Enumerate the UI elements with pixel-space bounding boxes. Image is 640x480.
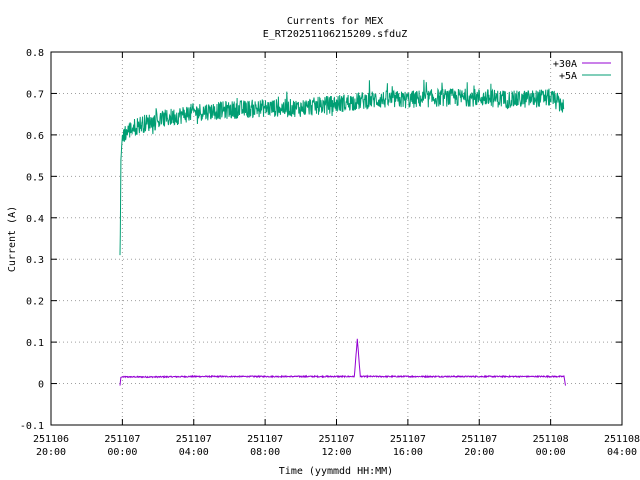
x-tick-label-date: 251107 [247, 434, 283, 445]
x-tick-label-time: 20:00 [464, 447, 494, 458]
y-tick-label: 0.8 [26, 48, 44, 59]
x-axis-label: Time (yymmdd HH:MM) [279, 466, 393, 477]
x-tick-label-time: 04:00 [607, 447, 637, 458]
legend: +30A+5A [553, 59, 611, 82]
x-tick-label-date: 251107 [318, 434, 354, 445]
x-tick-label-date: 251107 [176, 434, 212, 445]
legend-label: +30A [553, 59, 577, 70]
x-tick-label-time: 16:00 [393, 447, 423, 458]
y-tick-label: 0.5 [26, 172, 44, 183]
y-tick-label: 0.3 [26, 255, 44, 266]
x-tick-label-date: 251107 [461, 434, 497, 445]
legend-label: +5A [559, 71, 577, 82]
x-tick-label-time: 00:00 [107, 447, 137, 458]
x-tick-label-time: 12:00 [321, 447, 351, 458]
y-tick-label: -0.1 [20, 421, 44, 432]
series-line-plus30a [119, 338, 566, 386]
y-axis-ticks: -0.1 0 0.1 0.2 0.3 0.4 0.5 0.6 0.7 0.8 [20, 48, 622, 432]
x-tick-label-date: 251107 [104, 434, 140, 445]
x-tick-label-date: 251107 [390, 434, 426, 445]
x-tick-label-date: 251106 [33, 434, 69, 445]
y-axis-label: Current (A) [7, 206, 18, 272]
y-tick-label: 0.6 [26, 131, 44, 142]
series-line-plus5a [119, 79, 565, 256]
x-tick-label-time: 04:00 [179, 447, 209, 458]
y-tick-label: 0.1 [26, 338, 44, 349]
chart-subtitle: E_RT20251106215209.sfduZ [263, 29, 408, 40]
chart-title: Currents for MEX [287, 16, 383, 27]
x-tick-label-time: 20:00 [36, 447, 66, 458]
y-tick-label: 0.4 [26, 214, 44, 225]
x-tick-label-time: 00:00 [536, 447, 566, 458]
series-layer [119, 79, 566, 386]
y-tick-label: 0.2 [26, 297, 44, 308]
x-tick-label-date: 251108 [604, 434, 640, 445]
x-tick-label-date: 251108 [533, 434, 569, 445]
y-tick-label: 0.7 [26, 89, 44, 100]
x-tick-label-time: 08:00 [250, 447, 280, 458]
x-axis-ticks: 251106 20:00 251107 00:00 251107 04:00 251107 0… [33, 52, 640, 458]
y-tick-label: 0 [38, 380, 44, 391]
